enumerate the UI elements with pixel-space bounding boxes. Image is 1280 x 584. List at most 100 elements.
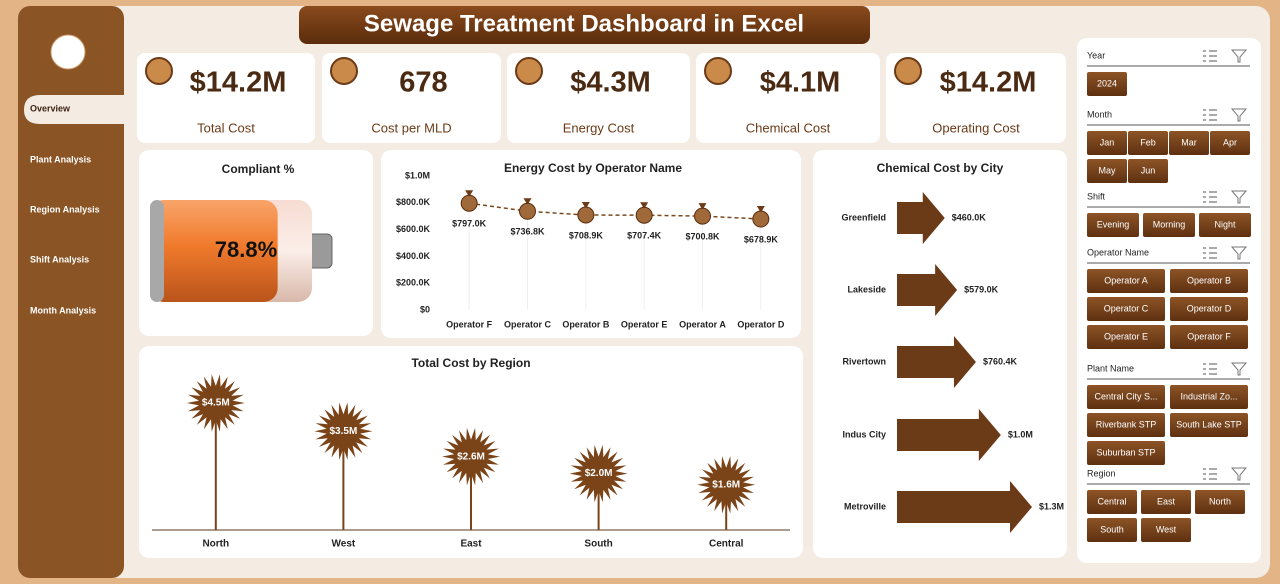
slicer-clear-icon[interactable] bbox=[1230, 362, 1248, 376]
slicer-multiselect-icon[interactable] bbox=[1203, 468, 1217, 480]
slicer-clear-icon[interactable] bbox=[1230, 190, 1248, 204]
chart-title: Chemical Cost by City bbox=[877, 161, 1004, 175]
slicer-button[interactable] bbox=[1087, 413, 1165, 437]
slicer-button[interactable] bbox=[1170, 413, 1248, 437]
slicer-multiselect-icon[interactable] bbox=[1203, 50, 1217, 62]
slicer-item[interactable]: North bbox=[1209, 496, 1231, 506]
slicer-item[interactable]: Jun bbox=[1141, 165, 1156, 175]
kpi-icon bbox=[330, 57, 358, 85]
slicer-button[interactable] bbox=[1087, 213, 1139, 237]
slicer-item[interactable]: Central City S... bbox=[1094, 391, 1157, 401]
slicer-clear-icon[interactable] bbox=[1230, 467, 1248, 481]
slicer-clear-icon[interactable] bbox=[1230, 49, 1248, 63]
slicer-button[interactable] bbox=[1087, 518, 1137, 542]
slicer-title: Operator Name bbox=[1087, 247, 1149, 257]
slicer-button[interactable] bbox=[1087, 297, 1165, 321]
slicer-multiselect-icon[interactable] bbox=[1203, 363, 1217, 375]
slicer-clear-icon[interactable] bbox=[1230, 246, 1248, 260]
value-label: $700.8K bbox=[685, 231, 720, 241]
chart-title: Compliant % bbox=[222, 162, 295, 176]
nav-item[interactable]: Plant Analysis bbox=[30, 154, 91, 164]
slicer-item[interactable]: Operator B bbox=[1187, 275, 1231, 285]
slicer-button[interactable] bbox=[1170, 325, 1248, 349]
starburst bbox=[697, 456, 756, 514]
slicer-button[interactable] bbox=[1170, 297, 1248, 321]
slicer-button[interactable] bbox=[1087, 441, 1165, 465]
slicer-button[interactable] bbox=[1199, 213, 1251, 237]
bar bbox=[897, 336, 976, 388]
nav-selected-tab bbox=[24, 95, 124, 124]
kpi-value: $14.2M bbox=[940, 67, 1037, 99]
slicer-button[interactable] bbox=[1170, 269, 1248, 293]
nav-item[interactable]: Shift Analysis bbox=[30, 254, 89, 264]
slicer-button[interactable] bbox=[1087, 325, 1165, 349]
slicer-button[interactable] bbox=[1141, 518, 1191, 542]
slicer-button[interactable] bbox=[1195, 490, 1245, 514]
slicer-item[interactable]: Feb bbox=[1140, 137, 1156, 147]
slicer-item[interactable]: East bbox=[1157, 496, 1176, 506]
slicer-button[interactable] bbox=[1169, 131, 1209, 155]
nav-item[interactable]: Overview bbox=[30, 103, 71, 113]
slicer-button[interactable] bbox=[1087, 269, 1165, 293]
chart-title: Energy Cost by Operator Name bbox=[504, 161, 682, 175]
slicer-item[interactable]: Apr bbox=[1223, 137, 1237, 147]
slicer-button[interactable] bbox=[1210, 131, 1250, 155]
slicer-button[interactable] bbox=[1087, 159, 1127, 183]
slicer-button[interactable] bbox=[1141, 490, 1191, 514]
slicer-button[interactable] bbox=[1128, 159, 1168, 183]
slicer-item[interactable]: Night bbox=[1214, 219, 1236, 229]
slicer-item[interactable]: Operator E bbox=[1104, 331, 1148, 341]
nav-item[interactable]: Month Analysis bbox=[30, 305, 96, 315]
value-label: $1.6M bbox=[712, 479, 740, 490]
kpi-card bbox=[322, 53, 501, 143]
slicer-item[interactable]: Operator A bbox=[1104, 275, 1148, 285]
kpi-icon bbox=[145, 57, 173, 85]
slicer-item[interactable]: May bbox=[1098, 165, 1116, 175]
y-tick-label: $800.0K bbox=[396, 197, 431, 207]
slicer-item[interactable]: Morning bbox=[1153, 219, 1186, 229]
slicer-item[interactable]: Operator C bbox=[1104, 303, 1149, 313]
slicer-button[interactable] bbox=[1087, 131, 1127, 155]
slicer-item[interactable]: Operator F bbox=[1187, 331, 1231, 341]
slicer-item[interactable]: South Lake STP bbox=[1176, 419, 1242, 429]
slicer-item[interactable]: South bbox=[1100, 524, 1124, 534]
slicer-item[interactable]: 2024 bbox=[1097, 78, 1117, 88]
slicer-item[interactable]: Jan bbox=[1100, 137, 1115, 147]
slicer-button[interactable] bbox=[1143, 213, 1195, 237]
marker-knot bbox=[640, 202, 649, 208]
marker-knot bbox=[523, 198, 532, 204]
value-label: $2.0M bbox=[585, 468, 613, 479]
title-banner bbox=[299, 6, 870, 44]
y-tick-label: $400.0K bbox=[396, 251, 431, 261]
slicer-multiselect-icon[interactable] bbox=[1203, 191, 1217, 203]
slicer-button[interactable] bbox=[1170, 385, 1248, 409]
line bbox=[469, 202, 761, 220]
slicer-multiselect-icon[interactable] bbox=[1203, 109, 1217, 121]
bar bbox=[897, 409, 1001, 461]
y-tick-label: $200.0K bbox=[396, 278, 431, 288]
kpi-label: Chemical Cost bbox=[746, 120, 831, 135]
slicer-item[interactable]: Operator D bbox=[1187, 303, 1232, 313]
slicer-item[interactable]: Evening bbox=[1097, 219, 1130, 229]
slicer-multiselect-icon[interactable] bbox=[1203, 247, 1217, 259]
slicer-button[interactable] bbox=[1087, 385, 1165, 409]
starburst bbox=[314, 402, 373, 460]
slicer-item[interactable]: Suburban STP bbox=[1096, 447, 1155, 457]
kpi-value: $4.3M bbox=[570, 67, 651, 99]
value-label: $708.9K bbox=[569, 230, 604, 240]
kpi-card bbox=[886, 53, 1066, 143]
logo bbox=[50, 34, 86, 70]
slicer-button[interactable] bbox=[1087, 490, 1137, 514]
slicer-clear-icon[interactable] bbox=[1230, 108, 1248, 122]
nav-item[interactable]: Region Analysis bbox=[30, 204, 100, 214]
slicer-item[interactable]: Riverbank STP bbox=[1096, 419, 1157, 429]
slicer-button[interactable] bbox=[1087, 72, 1127, 96]
kpi-card bbox=[137, 53, 315, 143]
marker bbox=[694, 207, 711, 225]
slicer-item[interactable]: Industrial Zo... bbox=[1180, 391, 1237, 401]
slicer-item[interactable]: West bbox=[1156, 524, 1177, 534]
slicer-item[interactable]: Central bbox=[1097, 496, 1126, 506]
slicer-item[interactable]: Mar bbox=[1181, 137, 1197, 147]
slicer-button[interactable] bbox=[1128, 131, 1168, 155]
battery-rim bbox=[150, 200, 164, 302]
